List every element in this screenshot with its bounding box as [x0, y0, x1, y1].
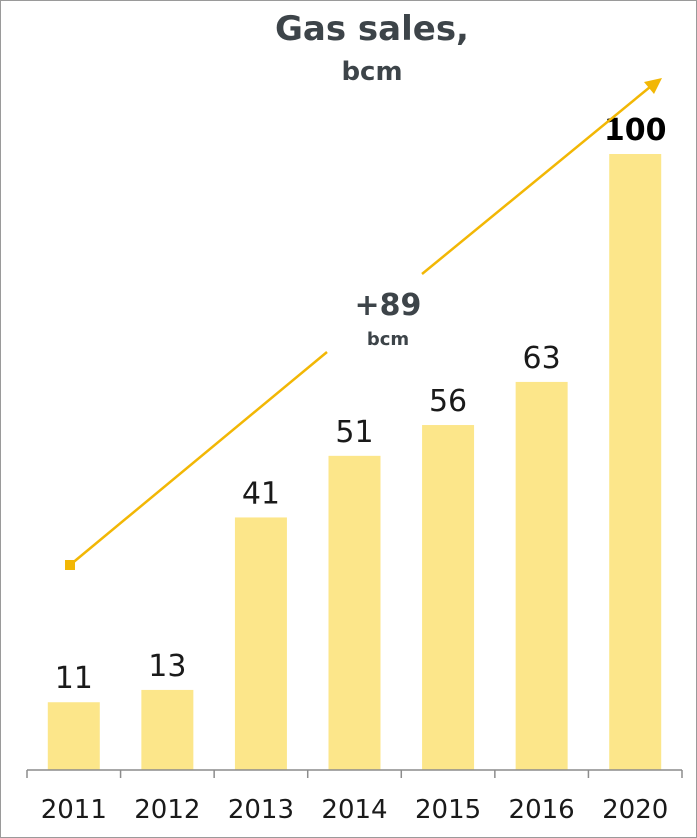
growth-annotation-unit: bcm	[367, 329, 409, 350]
bar-2011	[47, 702, 100, 770]
bar-2016	[515, 381, 568, 770]
x-tick-label-2013: 2013	[228, 795, 294, 825]
bar-2013	[234, 517, 287, 770]
x-axis: 2011 2012 2013 2014 2015 2016 2020	[26, 769, 683, 825]
value-label-2015: 56	[429, 384, 467, 419]
growth-annotation-value: +89	[355, 288, 422, 323]
value-label-2011: 11	[55, 661, 93, 696]
bars-group: 11 13 41 51 56 63 100	[47, 113, 667, 770]
x-tick-label-2015: 2015	[415, 795, 481, 825]
chart-title: Gas sales,	[275, 9, 469, 49]
value-label-2012: 13	[148, 649, 186, 684]
x-tick-label-2012: 2012	[134, 795, 200, 825]
growth-arrow-head	[644, 78, 662, 94]
growth-arrow-start-marker	[65, 560, 75, 570]
value-label-2020: 100	[604, 113, 667, 148]
x-tick-label-2016: 2016	[509, 795, 575, 825]
growth-arrow	[65, 78, 662, 570]
x-tick-label-2014: 2014	[321, 795, 387, 825]
bar-2020	[609, 154, 662, 770]
value-label-2016: 63	[523, 341, 561, 376]
x-tick-label-2020: 2020	[602, 795, 668, 825]
bar-2015	[422, 425, 475, 770]
value-label-2014: 51	[335, 415, 373, 450]
value-label-2013: 41	[242, 476, 280, 511]
growth-arrow-line-lower	[69, 351, 328, 566]
bar-2012	[141, 689, 194, 770]
bar-2014	[328, 455, 381, 770]
growth-arrow-line-upper	[421, 86, 651, 275]
x-tick-label-2011: 2011	[41, 795, 107, 825]
chart-subtitle: bcm	[341, 57, 402, 87]
